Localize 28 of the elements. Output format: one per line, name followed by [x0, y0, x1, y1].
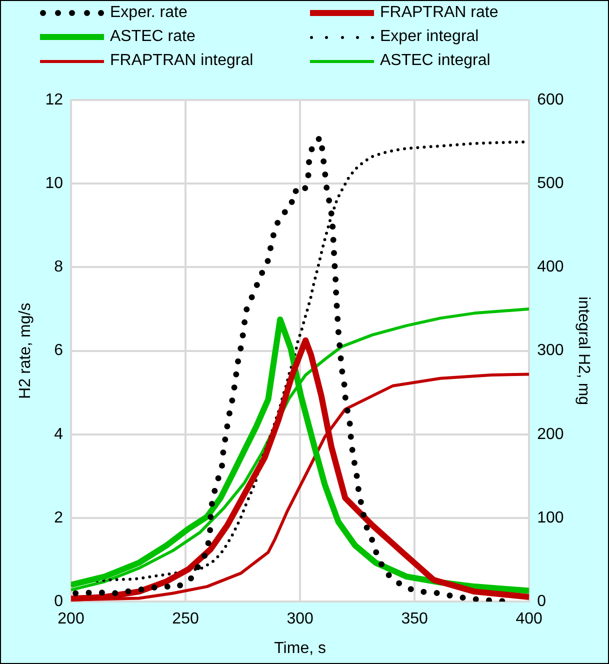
- y2-tick-label: 0: [537, 593, 546, 610]
- y-tick-label: 10: [45, 175, 64, 192]
- legend-label: FRAPTRAN integral: [110, 52, 254, 70]
- y-tick-label: 6: [54, 342, 64, 360]
- y-tick-label: 12: [45, 91, 64, 108]
- x-axis-title: Time, s: [274, 640, 326, 657]
- x-tick-label: 350: [401, 610, 428, 628]
- x-tick-label: 400: [516, 610, 543, 628]
- legend-label: ASTEC integral: [380, 52, 490, 70]
- x-tick-label: 250: [172, 610, 199, 628]
- y2-axis-title: integral H2, mg: [574, 296, 592, 406]
- y2-tick-label: 200: [537, 426, 564, 443]
- y-axis-title: H2 rate, mg/s: [17, 302, 34, 399]
- y2-tick-label: 300: [537, 342, 564, 360]
- y2-tick-label: 400: [537, 258, 564, 276]
- legend-label: ASTEC rate: [110, 28, 196, 46]
- y-tick-label: 4: [54, 426, 64, 443]
- y2-tick-label: 100: [537, 509, 564, 526]
- x-tick-label: 200: [58, 610, 84, 628]
- y-tick-label: 8: [54, 258, 64, 276]
- legend-label: Exper integral: [380, 28, 479, 46]
- legend-label: Exper. rate: [110, 4, 188, 22]
- x-tick-label: 300: [286, 610, 314, 628]
- y2-tick-label: 500: [537, 175, 564, 192]
- y-tick-label: 2: [54, 509, 64, 526]
- y-tick-label: 0: [54, 593, 64, 610]
- legend-label: FRAPTRAN rate: [380, 4, 498, 22]
- y2-tick-label: 600: [537, 91, 564, 108]
